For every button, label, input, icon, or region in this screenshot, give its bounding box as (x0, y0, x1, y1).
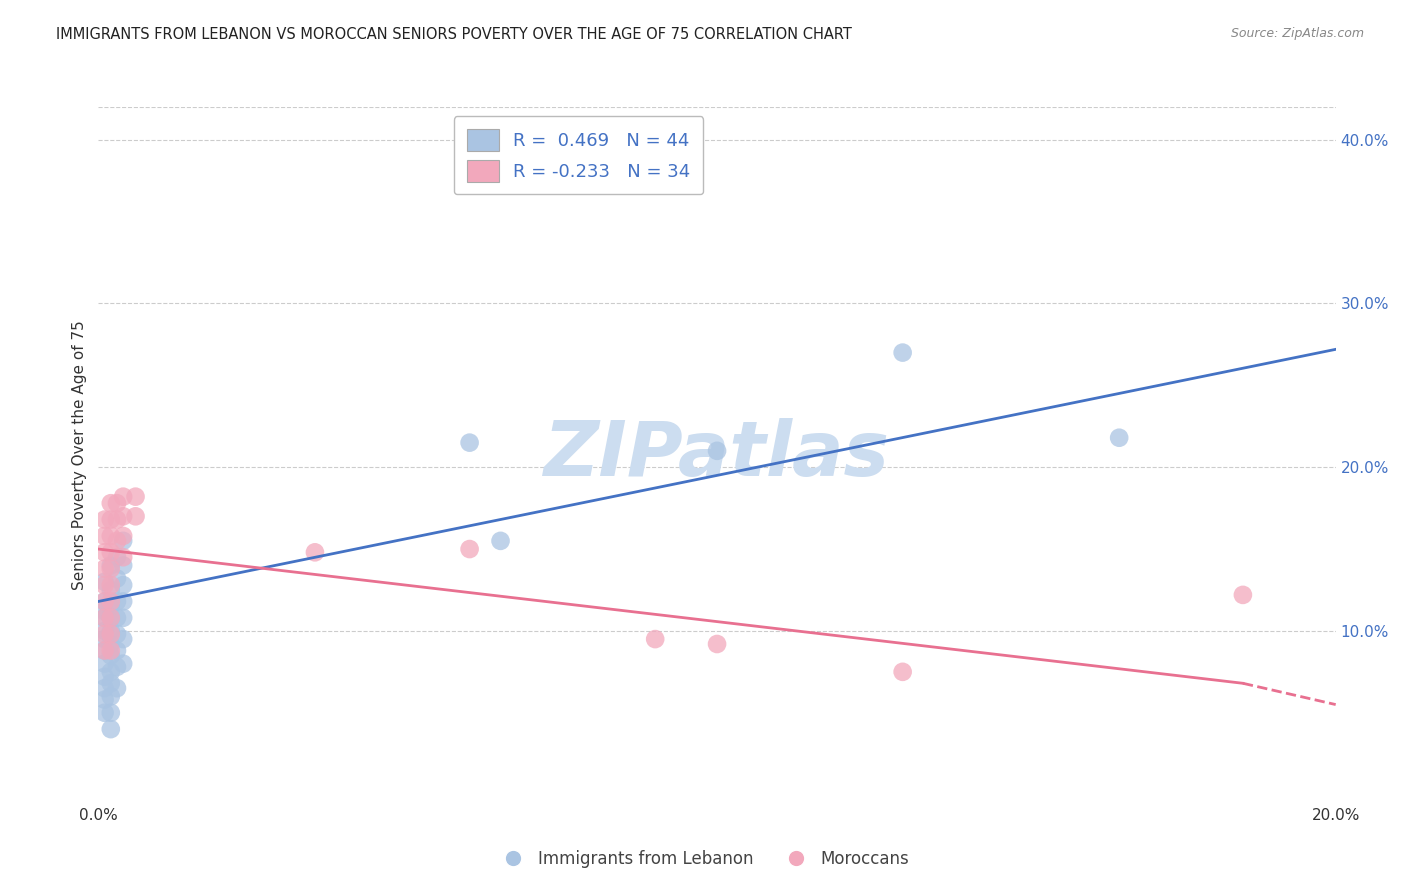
Point (112, 632, 135, 646)
Point (93, 604, 115, 618)
Point (112, 509, 135, 524)
Point (93, 632, 115, 646)
Point (100, 676, 122, 690)
Point (105, 611, 128, 625)
Point (489, 533, 512, 548)
Point (458, 435, 481, 450)
Point (93, 670, 115, 684)
Point (891, 665, 914, 679)
Point (100, 611, 122, 625)
Point (93, 624, 115, 638)
Point (105, 681, 128, 696)
Point (112, 529, 135, 543)
Legend: R =  0.469   N = 44, R = -0.233   N = 34: R = 0.469 N = 44, R = -0.233 N = 34 (454, 116, 703, 194)
Point (100, 512, 122, 526)
Point (112, 578, 135, 592)
Point (100, 545, 122, 559)
Point (105, 627, 128, 641)
Point (706, 443, 728, 458)
Point (93, 545, 115, 559)
Point (100, 722, 122, 736)
Point (100, 599, 122, 614)
Point (112, 533, 135, 548)
Point (105, 594, 128, 608)
Point (1108, 431, 1130, 445)
Point (105, 572, 128, 586)
Point (93, 594, 115, 608)
Point (112, 657, 135, 671)
Point (93, 574, 115, 589)
Point (93, 681, 115, 696)
Text: Source: ZipAtlas.com: Source: ZipAtlas.com (1230, 27, 1364, 40)
Point (93, 611, 115, 625)
Point (100, 643, 122, 657)
Point (100, 562, 122, 576)
Point (93, 643, 115, 657)
Point (105, 550, 128, 565)
Y-axis label: Seniors Poverty Over the Age of 75: Seniors Poverty Over the Age of 75 (72, 320, 87, 590)
Point (124, 509, 146, 524)
Point (100, 648, 122, 663)
Point (100, 582, 122, 597)
Point (112, 611, 135, 625)
Point (93, 594, 115, 608)
Point (100, 637, 122, 651)
Point (93, 562, 115, 576)
Point (458, 542, 481, 557)
Point (112, 594, 135, 608)
Point (644, 632, 666, 646)
Point (100, 594, 122, 608)
Point (100, 578, 122, 592)
Text: ZIPatlas: ZIPatlas (544, 418, 890, 491)
Point (1232, 588, 1254, 602)
Point (105, 496, 128, 510)
Point (105, 512, 128, 526)
Point (100, 665, 122, 679)
Point (100, 690, 122, 704)
Point (100, 706, 122, 720)
Point (100, 624, 122, 638)
Point (93, 706, 115, 720)
Point (304, 545, 326, 559)
Point (93, 657, 115, 671)
Point (93, 529, 115, 543)
Point (93, 643, 115, 657)
Point (93, 512, 115, 526)
Point (105, 533, 128, 548)
Point (93, 578, 115, 592)
Point (112, 490, 135, 504)
Point (891, 345, 914, 359)
Point (112, 558, 135, 573)
Point (100, 627, 122, 641)
Text: IMMIGRANTS FROM LEBANON VS MOROCCAN SENIORS POVERTY OVER THE AGE OF 75 CORRELATI: IMMIGRANTS FROM LEBANON VS MOROCCAN SENI… (56, 27, 852, 42)
Point (105, 643, 128, 657)
Point (100, 529, 122, 543)
Point (100, 558, 122, 573)
Point (100, 611, 122, 625)
Point (93, 611, 115, 625)
Point (706, 637, 728, 651)
Legend: Immigrants from Lebanon, Moroccans: Immigrants from Lebanon, Moroccans (491, 844, 915, 875)
Point (93, 627, 115, 641)
Point (100, 496, 122, 510)
Point (112, 550, 135, 565)
Point (124, 490, 146, 504)
Point (93, 692, 115, 706)
Point (105, 660, 128, 674)
